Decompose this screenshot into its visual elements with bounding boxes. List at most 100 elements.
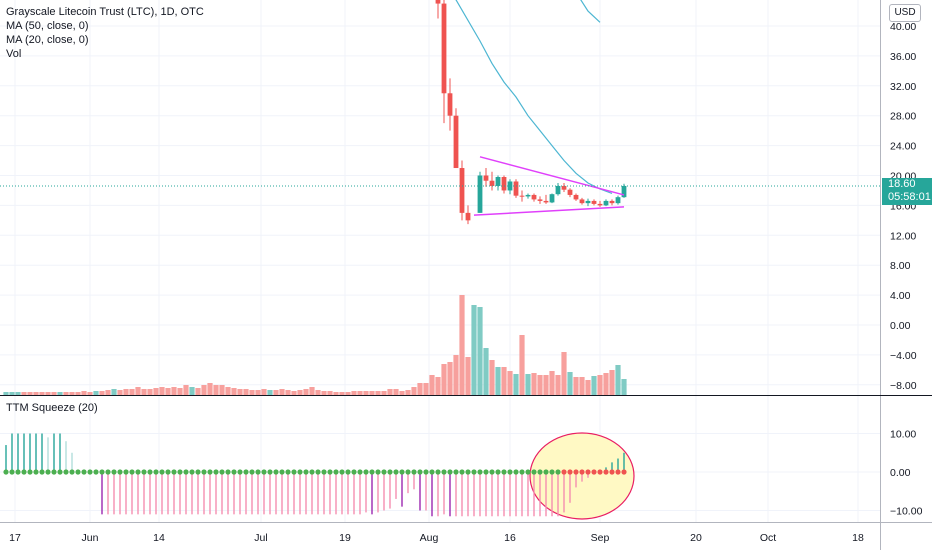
squeeze-dot bbox=[465, 469, 471, 475]
squeeze-dot bbox=[273, 469, 279, 475]
volume-bar bbox=[321, 391, 327, 395]
volume-bar bbox=[27, 392, 33, 395]
squeeze-dot bbox=[597, 469, 603, 475]
squeeze-dot bbox=[123, 469, 129, 475]
squeeze-dot bbox=[489, 469, 495, 475]
time-tick-label: Jun bbox=[82, 532, 99, 544]
legend-symbol: Grayscale Litecoin Trust (LTC), 1D, OTC bbox=[6, 6, 204, 18]
volume-bar bbox=[567, 372, 573, 395]
candle-body bbox=[573, 194, 579, 200]
candle bbox=[597, 200, 603, 207]
volume-bar bbox=[357, 391, 363, 395]
candle-body bbox=[567, 189, 573, 195]
squeeze-dot bbox=[81, 469, 87, 475]
volume-bar bbox=[273, 390, 279, 395]
squeeze-dot bbox=[147, 469, 153, 475]
time-tick-label: 19 bbox=[339, 532, 351, 544]
squeeze-dot bbox=[345, 469, 351, 475]
volume-bar bbox=[339, 392, 345, 395]
volume-bar bbox=[153, 388, 159, 395]
squeeze-dot bbox=[459, 469, 465, 475]
volume-bar bbox=[87, 392, 93, 395]
squeeze-dot bbox=[33, 469, 39, 475]
last-price-value: 18.60 bbox=[888, 178, 916, 190]
price-tick-label: −8.00 bbox=[890, 380, 917, 392]
price-tick-label: 0.00 bbox=[890, 320, 911, 332]
volume-bar bbox=[459, 295, 465, 395]
squeeze-dot bbox=[279, 469, 285, 475]
volume-bar bbox=[39, 392, 45, 395]
candle bbox=[603, 199, 609, 207]
volume-bar bbox=[129, 389, 135, 395]
legend-ma50: MA (50, close, 0) bbox=[6, 20, 89, 32]
candle-body bbox=[603, 200, 609, 206]
squeeze-dot bbox=[267, 469, 273, 475]
indicator-tick-label: −10.00 bbox=[890, 506, 923, 518]
volume-bar bbox=[279, 389, 285, 395]
volume-bar bbox=[219, 385, 225, 395]
legend-ma20: MA (20, close, 0) bbox=[6, 34, 89, 46]
ma20-line bbox=[580, 0, 601, 23]
time-tick-label: Jul bbox=[254, 532, 267, 544]
squeeze-dot bbox=[387, 469, 393, 475]
volume-bar bbox=[585, 380, 591, 395]
squeeze-dot bbox=[333, 469, 339, 475]
price-tick-label: 28.00 bbox=[890, 111, 916, 123]
volume-bar bbox=[429, 375, 435, 395]
candle bbox=[483, 168, 489, 187]
volume-bar bbox=[33, 392, 39, 395]
candle-body bbox=[447, 93, 453, 116]
candle bbox=[561, 182, 567, 192]
volume-bar bbox=[591, 376, 597, 395]
squeeze-dot bbox=[129, 469, 135, 475]
volume-bar bbox=[267, 390, 273, 395]
volume-bar bbox=[291, 391, 297, 395]
volume-bar bbox=[189, 387, 195, 395]
volume-bars bbox=[3, 295, 627, 395]
squeeze-dot bbox=[303, 469, 309, 475]
triangle-upper-line bbox=[479, 156, 625, 196]
volume-bar bbox=[3, 392, 9, 395]
candle-body bbox=[591, 200, 597, 204]
squeeze-dot bbox=[219, 469, 225, 475]
candle-body bbox=[501, 176, 507, 191]
volume-bar bbox=[75, 392, 81, 395]
squeeze-dot bbox=[195, 469, 201, 475]
squeeze-dot bbox=[21, 469, 27, 475]
volume-bar bbox=[483, 348, 489, 395]
volume-bar bbox=[309, 387, 315, 395]
squeeze-dot bbox=[453, 469, 459, 475]
squeeze-dot bbox=[567, 469, 573, 475]
currency-badge[interactable]: USD bbox=[889, 4, 921, 22]
time-tick-label: 20 bbox=[690, 532, 702, 544]
candle bbox=[591, 199, 597, 206]
candle bbox=[447, 78, 453, 131]
volume-bar bbox=[399, 391, 405, 395]
triangle-pattern bbox=[473, 156, 625, 216]
squeeze-dot bbox=[315, 469, 321, 475]
volume-bar bbox=[549, 371, 555, 395]
squeeze-dot bbox=[411, 469, 417, 475]
volume-bar bbox=[117, 390, 123, 395]
squeeze-dot bbox=[495, 469, 501, 475]
candle-body bbox=[465, 212, 471, 221]
time-tick-label: Oct bbox=[760, 532, 776, 544]
legend-indicator: TTM Squeeze (20) bbox=[6, 402, 98, 414]
squeeze-dot bbox=[585, 469, 591, 475]
volume-bar bbox=[411, 387, 417, 395]
volume-bar bbox=[441, 364, 447, 395]
volume-bar bbox=[93, 391, 99, 395]
candle-body bbox=[609, 200, 615, 204]
volume-bar bbox=[513, 374, 519, 395]
squeeze-dot bbox=[255, 469, 261, 475]
indicator-tick-label: 0.00 bbox=[890, 467, 911, 479]
squeeze-dot bbox=[309, 469, 315, 475]
volume-bar bbox=[237, 389, 243, 395]
volume-bar bbox=[255, 390, 261, 395]
candlesticks bbox=[435, 0, 627, 225]
squeeze-dot bbox=[369, 469, 375, 475]
candle-body bbox=[579, 199, 585, 204]
price-tick-label: 8.00 bbox=[890, 260, 911, 272]
volume-bar bbox=[297, 390, 303, 395]
